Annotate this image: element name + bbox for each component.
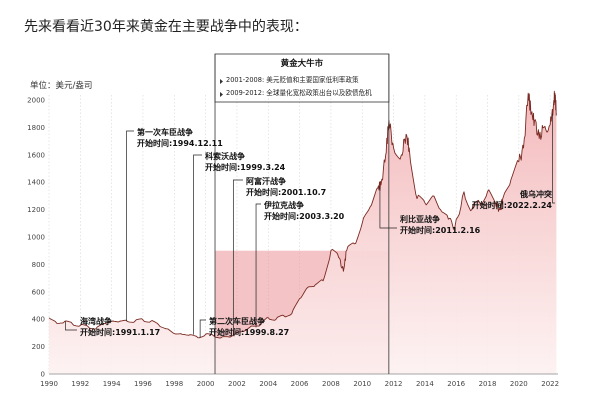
event-leader-line [379,186,397,229]
x-tick-label: 1994 [103,380,121,388]
event-name: 第一次车臣战争 [137,127,193,137]
event-date: 开始时间:1991.1.17 [80,327,160,337]
event-name: 俄乌冲突 [519,189,552,199]
x-tick-label: 2008 [322,380,340,388]
y-tick-label: 1200 [27,206,45,214]
y-tick-label: 200 [32,343,45,351]
axes: 1990 1992 1994 1996 1998 2000 2002 2004 2006 2008… [27,97,559,389]
event-leader-line [255,203,261,328]
event-name: 第二次车臣战争 [209,316,265,326]
event-name: 海湾战争 [80,316,112,326]
unit-label: 单位：美元/盎司 [30,80,92,91]
event-date: 开始时间:1999.3.24 [205,162,286,172]
y-tick-label: 1800 [27,124,45,132]
x-tick-label: 2016 [447,380,465,388]
x-tick-label: 2000 [197,380,215,388]
event-leader-line [552,113,555,204]
x-tick-label: 1996 [134,380,152,388]
event-date: 开始时间:2003.3.20 [264,211,345,221]
x-tick-label: 1992 [71,380,89,388]
y-tick-label: 1400 [27,179,45,187]
x-tick-label: 2004 [259,380,277,388]
event-leader-line [193,154,202,335]
x-tick-label: 2014 [416,380,434,388]
event-name: 利比亚战争 [399,214,440,224]
event-name: 伊拉克战争 [263,200,304,210]
event-leader-line [232,179,243,336]
event-leader-line [65,321,77,331]
price-area-fill [49,91,557,374]
event-date: 开始时间:2001.10.7 [246,187,326,197]
bull-market-note-1: 2001-2008: 美元贬值和主要国家低利率政策 [226,75,359,84]
event-name: 阿富汗战争 [246,176,286,186]
event-name: 科索沃战争 [205,151,245,161]
bull-market-title: 黄金大牛市 [281,58,324,69]
price-line [48,90,557,339]
x-tick-label: 2018 [479,380,497,388]
event-leader-line [126,130,134,322]
event-leader-line [199,319,206,338]
x-tick-label: 2002 [228,380,246,388]
bullet-arrow-1 [220,79,224,84]
event-date: 开始时间:1999.8.27 [209,327,289,337]
y-tick-label: 800 [32,261,45,269]
x-tick-label: 1990 [40,380,58,388]
bull-market-box: 黄金大牛市 2001-2008: 美元贬值和主要国家低利率政策 2009-201… [214,53,390,374]
y-tick-label: 1600 [27,151,45,159]
y-tick-label: 1000 [27,234,45,242]
x-tick-label: 2006 [291,380,309,388]
event-date: 开始时间:1994.12.11 [137,138,223,148]
event-date: 开始时间:2022.2.24 [472,200,553,210]
x-tick-label: 1998 [165,380,183,388]
x-tick-label: 2020 [510,380,528,388]
x-tick-label: 2022 [541,380,559,388]
y-tick-label: 400 [32,316,45,324]
war-events: 海湾战争开始时间:1991.1.17第一次车臣战争开始时间:1994.12.11… [65,113,555,338]
price-line-layer [48,90,557,339]
event-date: 开始时间:2011.2.16 [400,225,481,235]
x-tick-label: 2010 [353,380,371,388]
y-tick-label: 600 [32,288,45,296]
bull-market-note-2: 2009-2012: 全球量化宽松政策出台以及欧债危机 [226,88,372,97]
price-area [49,91,557,374]
y-tick-label: 0 [41,371,45,379]
y-tick-label: 2000 [27,97,45,105]
chart-title: 先来看看近30年来黄金在主要战争中的表现： [24,18,308,35]
bullet-arrow-2 [220,92,224,97]
x-tick-label: 2012 [385,380,403,388]
